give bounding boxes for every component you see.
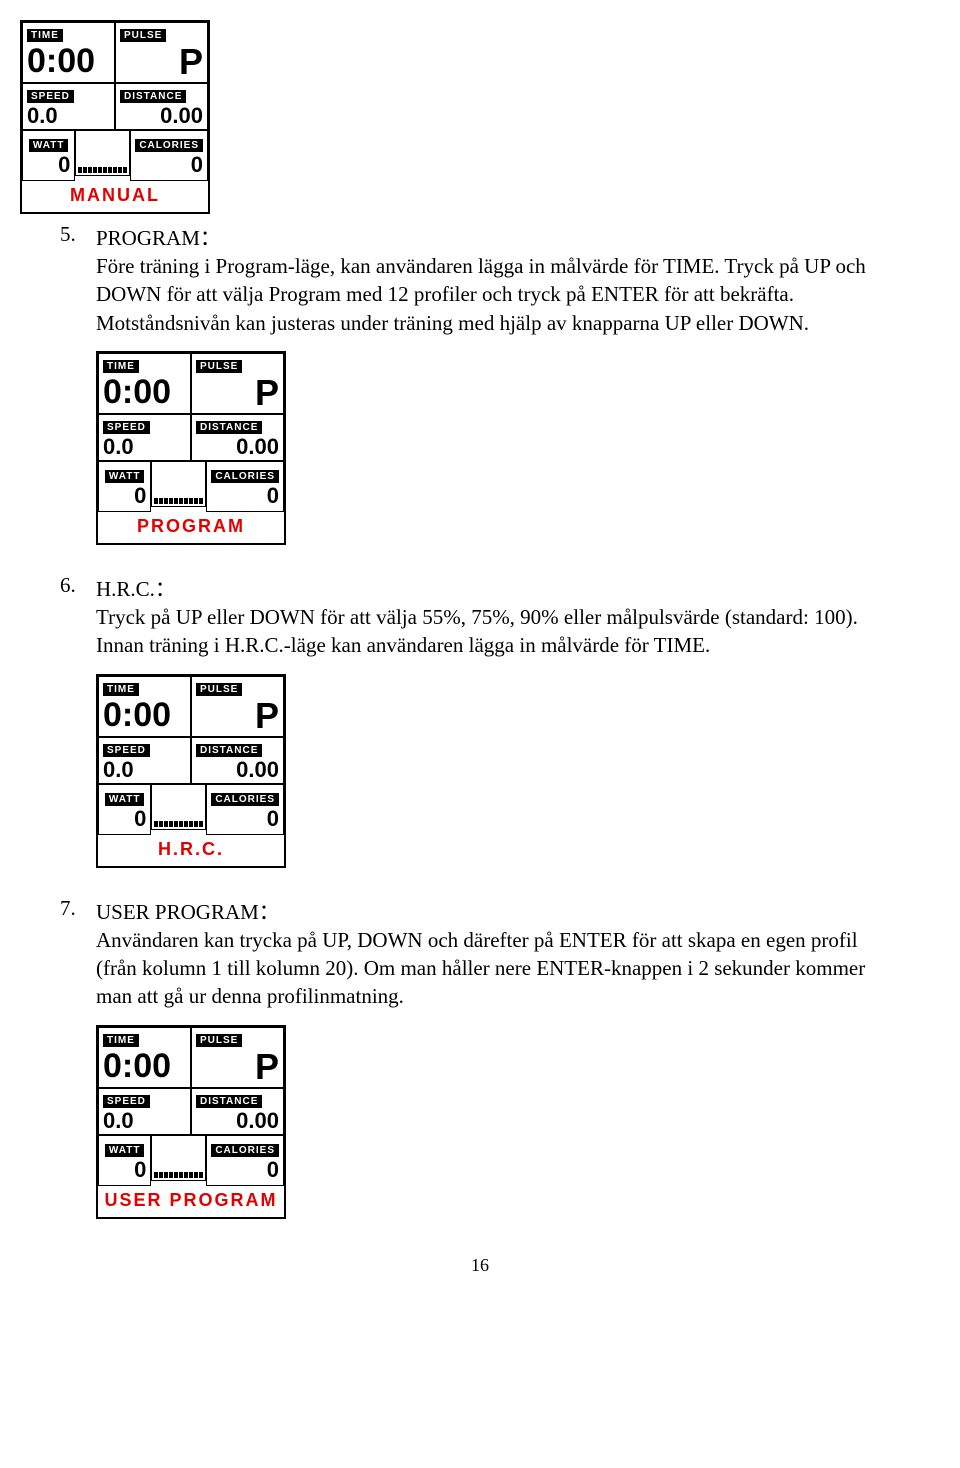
mode-label-manual: MANUAL [22, 181, 208, 212]
label-speed: SPEED [103, 744, 150, 757]
section-6-body: Tryck på UP eller DOWN för att välja 55%… [96, 603, 900, 660]
label-watt: WATT [29, 139, 69, 152]
value-speed: 0.0 [103, 759, 186, 781]
value-watt: 0 [103, 1159, 146, 1181]
value-speed: 0.0 [103, 436, 186, 458]
value-calories: 0 [135, 154, 203, 176]
bar-graph [151, 1135, 206, 1181]
value-distance: 0.00 [196, 759, 279, 781]
lcd-display-manual: TIME 0:00 PULSE P SPEED 0.0 DISTANCE 0.0… [20, 20, 210, 214]
label-distance: DISTANCE [120, 90, 186, 103]
value-time: 0:00 [103, 375, 186, 409]
section-7-number: 7. [60, 896, 96, 921]
section-6: 6.H.R.C.： Tryck på UP eller DOWN för att… [60, 573, 900, 874]
label-pulse: PULSE [196, 1034, 242, 1047]
value-distance: 0.00 [196, 1110, 279, 1132]
label-speed: SPEED [103, 1095, 150, 1108]
value-calories: 0 [211, 485, 279, 507]
label-speed: SPEED [103, 421, 150, 434]
label-calories: CALORIES [211, 1144, 279, 1157]
value-pulse: P [196, 698, 279, 734]
value-time: 0:00 [27, 44, 110, 78]
value-distance: 0.00 [196, 436, 279, 458]
bar-graph [151, 784, 206, 830]
label-time: TIME [103, 360, 139, 373]
label-time: TIME [103, 1034, 139, 1047]
mode-label-user: USER PROGRAM [98, 1186, 284, 1217]
lcd-display-hrc: TIME 0:00 PULSE P SPEED 0.0 DISTANCE 0.0… [96, 674, 286, 868]
value-watt: 0 [103, 808, 146, 830]
label-watt: WATT [105, 793, 145, 806]
bar-graph [75, 130, 130, 176]
label-time: TIME [27, 29, 63, 42]
value-pulse: P [196, 375, 279, 411]
section-7: 7.USER PROGRAM： Användaren kan trycka på… [60, 896, 900, 1225]
label-distance: DISTANCE [196, 1095, 262, 1108]
label-distance: DISTANCE [196, 744, 262, 757]
value-distance: 0.00 [120, 105, 203, 127]
label-time: TIME [103, 683, 139, 696]
section-7-title: USER PROGRAM： [96, 900, 280, 924]
lcd-display-user: TIME 0:00 PULSE P SPEED 0.0 DISTANCE 0.0… [96, 1025, 286, 1219]
section-5: 5.PROGRAM： Före träning i Program-läge, … [60, 222, 900, 551]
label-watt: WATT [105, 470, 145, 483]
bar-graph [151, 461, 206, 507]
section-6-title: H.R.C.： [96, 577, 176, 601]
value-time: 0:00 [103, 698, 186, 732]
section-5-number: 5. [60, 222, 96, 247]
lcd-display-program: TIME 0:00 PULSE P SPEED 0.0 DISTANCE 0.0… [96, 351, 286, 545]
label-pulse: PULSE [196, 360, 242, 373]
label-calories: CALORIES [211, 470, 279, 483]
label-distance: DISTANCE [196, 421, 262, 434]
label-calories: CALORIES [211, 793, 279, 806]
section-5-title: PROGRAM： [96, 226, 221, 250]
label-calories: CALORIES [135, 139, 203, 152]
value-pulse: P [196, 1049, 279, 1085]
label-watt: WATT [105, 1144, 145, 1157]
section-5-body: Före träning i Program-läge, kan använda… [96, 252, 900, 337]
page-number: 16 [60, 1255, 900, 1276]
value-watt: 0 [103, 485, 146, 507]
mode-label-hrc: H.R.C. [98, 835, 284, 866]
value-time: 0:00 [103, 1049, 186, 1083]
value-pulse: P [120, 44, 203, 80]
value-calories: 0 [211, 1159, 279, 1181]
label-pulse: PULSE [120, 29, 166, 42]
value-speed: 0.0 [103, 1110, 186, 1132]
value-watt: 0 [27, 154, 70, 176]
label-pulse: PULSE [196, 683, 242, 696]
value-speed: 0.0 [27, 105, 110, 127]
mode-label-program: PROGRAM [98, 512, 284, 543]
label-speed: SPEED [27, 90, 74, 103]
section-7-body: Användaren kan trycka på UP, DOWN och dä… [96, 926, 900, 1011]
value-calories: 0 [211, 808, 279, 830]
section-6-number: 6. [60, 573, 96, 598]
